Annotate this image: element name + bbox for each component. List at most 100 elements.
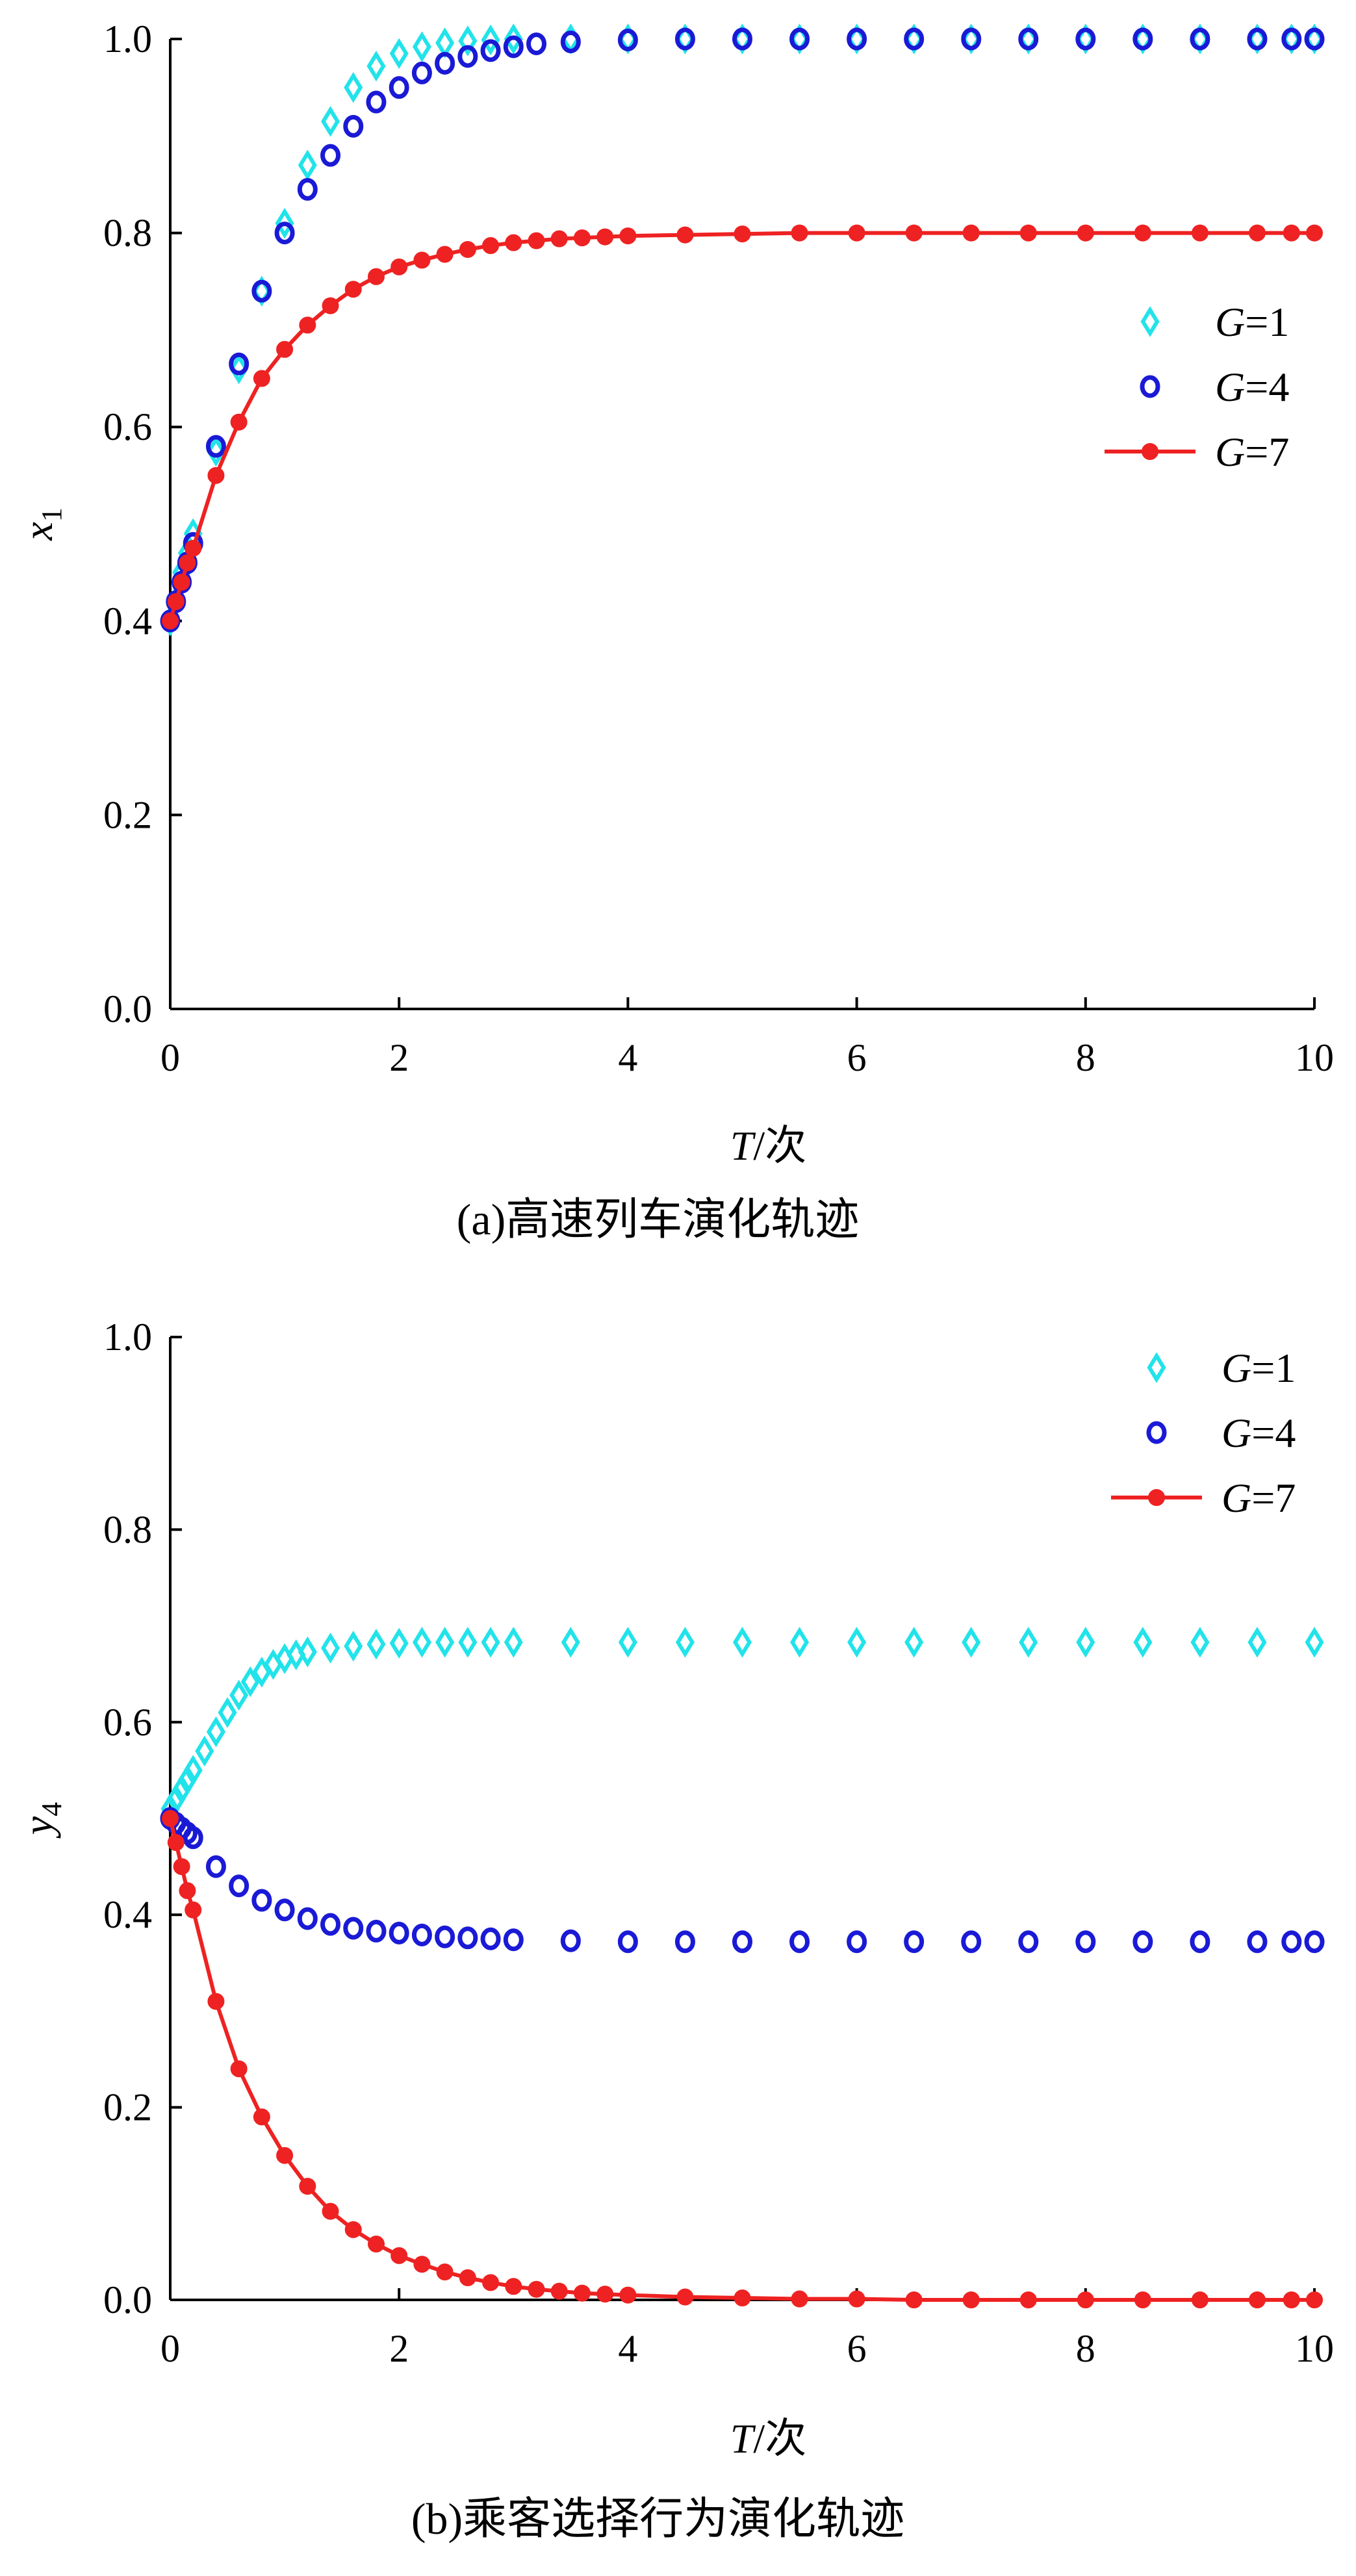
- data-point: [1132, 1930, 1153, 1954]
- data-point: [848, 2290, 865, 2308]
- legend-label: G=4: [1215, 364, 1289, 410]
- data-point: [435, 1925, 455, 1948]
- data-point: [1077, 2291, 1094, 2308]
- data-point: [366, 1629, 386, 1660]
- data-point: [343, 1917, 364, 1940]
- data-point: [1077, 224, 1094, 242]
- data-point: [344, 1630, 363, 1662]
- data-point: [734, 225, 751, 243]
- data-point: [847, 1627, 867, 1658]
- data-point: [789, 1930, 810, 1954]
- data-point: [676, 2288, 694, 2306]
- data-point: [457, 1926, 478, 1950]
- data-point: [411, 1923, 432, 1946]
- data-point: [560, 30, 581, 53]
- data-point: [274, 1898, 295, 1922]
- data-point: [1190, 27, 1210, 51]
- data-point: [390, 258, 408, 275]
- data-point: [962, 1627, 981, 1658]
- series-line: [168, 1818, 1314, 2302]
- legend-label: G=7: [1222, 1475, 1296, 1521]
- data-point: [276, 2147, 294, 2164]
- data-point: [1132, 27, 1153, 51]
- data-point: [904, 27, 925, 51]
- data-point: [322, 2202, 339, 2220]
- data-point: [367, 2236, 385, 2253]
- x-tick-label: 4: [618, 1036, 637, 1079]
- data-point: [481, 1627, 500, 1658]
- data-point: [504, 23, 523, 55]
- y-tick-label: 1.0: [103, 18, 152, 60]
- data-point: [905, 224, 923, 242]
- data-point: [389, 38, 409, 70]
- data-point: [435, 51, 455, 75]
- data-point: [412, 31, 431, 62]
- y-axis-title: y4: [15, 1802, 68, 1839]
- data-point: [207, 466, 225, 484]
- data-point: [528, 2280, 545, 2298]
- data-point: [298, 1636, 317, 1668]
- data-point: [167, 593, 185, 610]
- x-axis-var: T: [730, 1123, 756, 1169]
- data-point: [674, 1930, 695, 1954]
- y-axis-title: x1: [15, 507, 68, 541]
- data-point: [550, 2282, 568, 2300]
- x-tick-label: 0: [160, 1036, 180, 1079]
- data-point: [560, 1929, 581, 1952]
- y-axis-subscript: 1: [36, 507, 68, 522]
- data-point: [344, 71, 363, 103]
- data-point: [411, 61, 432, 84]
- y-axis-subscript: 4: [36, 1802, 68, 1817]
- data-point: [321, 106, 340, 137]
- data-point: [1075, 27, 1096, 51]
- data-point: [195, 1735, 214, 1767]
- data-point: [183, 1755, 203, 1786]
- data-point: [573, 2284, 591, 2302]
- data-point: [1281, 1930, 1302, 1954]
- data-point: [458, 1627, 478, 1658]
- data-point: [905, 2291, 923, 2308]
- legend-label: G=7: [1215, 429, 1289, 475]
- data-point: [528, 232, 545, 249]
- chart-panel-2: 0.00.20.40.60.81.00 2 4 6 8 10T/次y4G=1G=4G=7(…: [15, 1316, 1334, 2544]
- data-point: [298, 149, 317, 181]
- data-point: [162, 612, 179, 630]
- data-point: [206, 435, 225, 467]
- data-point: [229, 353, 249, 385]
- legend-marker: [1142, 443, 1158, 460]
- data-point: [1191, 224, 1209, 242]
- data-point: [297, 1907, 318, 1930]
- data-point: [389, 1921, 409, 1945]
- y-tick-label: 1.0: [103, 1316, 152, 1358]
- y-tick-label: 0.6: [103, 405, 152, 448]
- x-tick-label: 6: [847, 2327, 867, 2370]
- data-point: [791, 2290, 808, 2308]
- data-point: [789, 27, 810, 51]
- data-point: [230, 2060, 248, 2078]
- data-point: [482, 2274, 500, 2291]
- x-tick-label: 10: [1295, 2327, 1334, 2370]
- data-point: [413, 251, 431, 269]
- data-point: [435, 1627, 455, 1658]
- data-point: [1134, 224, 1151, 242]
- data-point: [1248, 2291, 1266, 2308]
- data-point: [480, 39, 501, 62]
- series-line: [168, 231, 1314, 622]
- series-G4: [160, 1807, 1325, 1954]
- x-axis-title: T/次: [730, 2416, 806, 2462]
- chart-panel-1: 0.0 0.2 0.4 0.6 0.8 1.0 0 2 4 6 8 10 T/次 x1 G=1 G=4 G=7 (…: [15, 18, 1334, 1244]
- data-point: [596, 228, 614, 246]
- data-point: [848, 224, 865, 242]
- y-tick-label: 0.8: [103, 212, 152, 255]
- data-point: [344, 281, 362, 298]
- data-point: [366, 90, 387, 114]
- data-point: [504, 1627, 523, 1658]
- y-tick-label: 0.2: [103, 2086, 152, 2129]
- x-tick-label: 10: [1295, 1036, 1334, 1079]
- y-tick-label: 0.0: [103, 988, 152, 1030]
- data-point: [505, 2278, 522, 2295]
- data-point: [1304, 1930, 1325, 1954]
- data-point: [173, 1858, 190, 1876]
- x-tick-label: 2: [389, 1036, 409, 1079]
